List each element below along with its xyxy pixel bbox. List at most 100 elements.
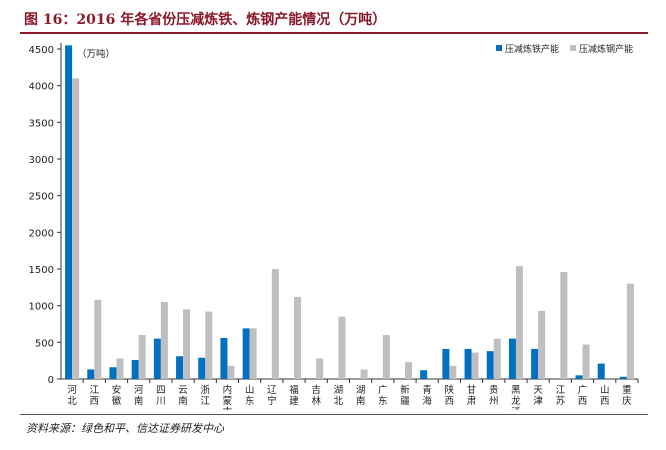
bar-iron [109,367,117,379]
legend-swatch [570,45,576,51]
x-tick-label: 西 [600,396,610,407]
x-tick-label: 南 [178,395,188,407]
chart-title: 图 16：2016 年各省份压减炼铁、炼钢产能情况（万吨） [24,12,387,28]
x-tick-label: 江 [200,396,210,407]
bar-steel [271,269,279,379]
bar-iron [176,356,184,379]
x-tick-label: 西 [90,396,100,407]
x-tick-label: 苏 [556,395,566,407]
x-tick-label: 广 [378,384,388,396]
x-tick-label: 东 [245,395,255,407]
x-tick-label: 陕 [445,384,455,396]
bar-steel [449,365,457,379]
x-tick-label: 川 [156,396,166,407]
x-tick-label: 州 [489,396,499,407]
x-tick-label: 南 [356,395,366,407]
x-tick-label: 福 [289,384,299,396]
bar-iron [531,348,539,379]
x-tick-label: 宁 [267,395,277,407]
y-tick-label: 0 [48,375,54,386]
bar-steel [294,296,302,379]
x-tick-label: 安 [112,384,122,396]
bar-steel [404,362,412,379]
bar-iron [131,359,139,379]
bar-steel [338,316,346,379]
bar-steel [72,78,80,380]
y-tick-label: 3000 [29,155,54,166]
x-tick-label: 北 [67,396,77,407]
x-tick-label: 云 [178,385,188,396]
x-tick-label: 湖 [334,385,344,396]
source-note: 资料来源：绿色和平、信达证券研发中心 [26,422,224,435]
legend-swatch [496,45,502,51]
chart-area: 0 500 1000 1500 2000 2500 3000 3500 4000 4500 （万吨）… [18,34,658,418]
bar-steel [183,309,191,379]
bar-steel [493,338,501,379]
x-tick-label: 南 [134,395,144,407]
y-tick-label: 2500 [29,192,54,203]
footer-divider [20,414,648,415]
x-tick-label: 西 [578,396,588,407]
bar-steel [626,283,634,379]
x-tick-label: 津 [533,396,543,407]
x-tick-label: 浙 [200,384,210,396]
bar-steel [316,358,324,379]
x-tick-label: 黑 [511,385,521,396]
x-tick-label: 江 [511,407,521,410]
x-tick-label: 西 [445,396,455,407]
bar-iron [198,357,206,379]
bar-iron [508,338,516,379]
x-tick-label: 广 [578,384,588,396]
x-tick-label: 新 [400,384,410,396]
bar-steel [205,311,213,379]
x-tick-label: 辽 [267,384,277,396]
x-tick-label: 河 [134,384,144,396]
x-tick-label: 古 [223,406,233,410]
x-tick-label: 四 [156,385,166,396]
bar-iron [442,348,450,379]
x-tick-label: 山 [245,385,255,396]
x-tick-label: 贵 [489,384,499,396]
y-tick-label: 1000 [29,302,54,313]
x-tick-label: 龙 [511,395,521,407]
bar-steel [138,335,146,379]
x-tick-label: 河 [67,384,77,396]
bar-steel [360,369,368,379]
bar-iron [153,338,161,379]
bar-iron [486,351,494,379]
bar-iron [242,328,250,379]
x-tick-label: 江 [90,385,100,396]
bar-iron [87,369,95,379]
y-tick-label: 500 [35,338,54,349]
bar-steel [471,352,479,379]
x-tick-label: 肃 [467,395,477,407]
bar-steel [94,299,102,379]
x-tick-label: 内 [223,384,233,396]
x-tick-label: 东 [378,395,388,407]
x-tick-label: 海 [422,395,432,407]
y-tick-label: 3500 [29,118,54,129]
legend-label: 压减炼铁产能 [505,43,559,55]
x-tick-label: 建 [289,395,299,407]
bar-iron [65,45,73,379]
y-tick-label: 2000 [29,228,54,239]
bar-iron [220,337,228,379]
bar-steel [116,358,124,379]
y-tick-label: 4000 [29,82,54,93]
x-tick-label: 湖 [356,385,366,396]
unit-label: （万吨） [77,48,115,60]
bar-iron [619,376,627,379]
bar-steel [160,302,168,379]
x-tick-label: 江 [556,385,566,396]
x-tick-label: 山 [600,385,610,396]
x-tick-label: 徽 [112,395,122,407]
bar-steel [582,344,590,379]
x-tick-label: 天 [533,385,543,396]
bar-steel [515,266,523,379]
bar-iron [597,363,605,379]
bar-steel [249,328,257,379]
x-tick-label: 疆 [400,396,410,407]
bar-iron [420,370,428,379]
x-tick-label: 林 [311,395,321,407]
bar-chart: 0 500 1000 1500 2000 2500 3000 3500 4000 4500 （万吨）… [29,43,639,418]
